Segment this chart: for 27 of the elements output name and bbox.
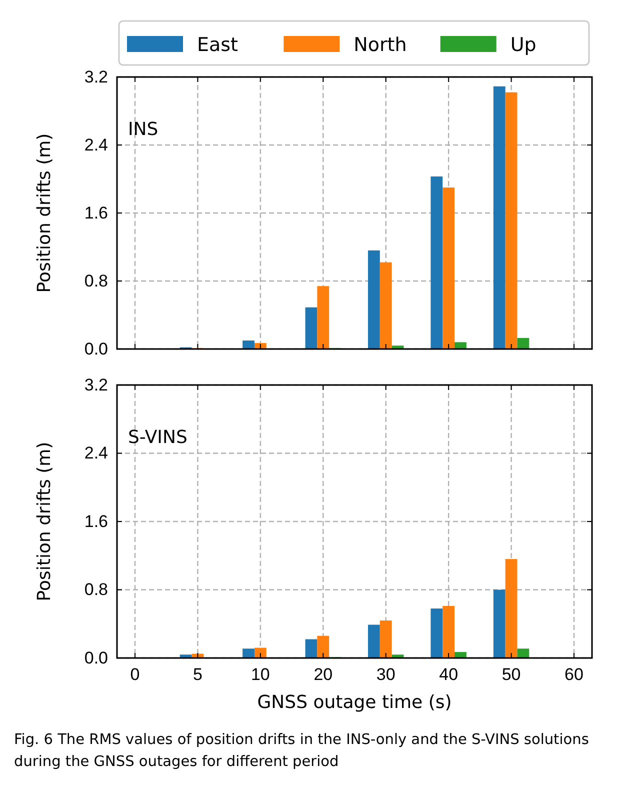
x-axis-title: GNSS outage time (s) <box>257 692 452 713</box>
x-tick-label: 5 <box>192 665 202 684</box>
x-tick-label: 30 <box>376 665 396 684</box>
annotation: INS <box>128 119 158 140</box>
legend-label: Up <box>510 34 536 56</box>
y-tick-label: 3.2 <box>84 375 108 394</box>
x-tick-label: 60 <box>564 665 584 684</box>
x-tick-label: 40 <box>439 665 458 684</box>
y-axis-title: Position drifts (m) <box>34 442 55 602</box>
caption: Fig. 6 The RMS values of position drifts in the INS-only and the S-VINS solutions during the GNSS outages for different period <box>14 732 589 770</box>
y-tick-label: 0.8 <box>84 580 108 600</box>
y-tick-label: 1.6 <box>84 512 108 531</box>
y-tick-label: 0.0 <box>84 648 108 668</box>
y-tick-label: 1.6 <box>84 203 108 222</box>
y-axis-title: Position drifts (m) <box>34 133 55 293</box>
x-tick-label: 10 <box>250 665 270 684</box>
y-tick-label: 0.0 <box>84 339 108 358</box>
y-tick-label: 3.2 <box>84 67 108 86</box>
x-tick-label: 0 <box>130 665 140 684</box>
legend-label: North <box>354 34 407 56</box>
y-tick-label: 0.8 <box>84 271 108 290</box>
legend-label: East <box>197 34 238 56</box>
x-tick-label: 50 <box>502 665 521 684</box>
y-tick-label: 2.4 <box>84 135 108 154</box>
x-tick-label: 20 <box>314 665 333 684</box>
annotation: S-VINS <box>128 427 188 448</box>
y-tick-label: 2.4 <box>84 444 108 463</box>
